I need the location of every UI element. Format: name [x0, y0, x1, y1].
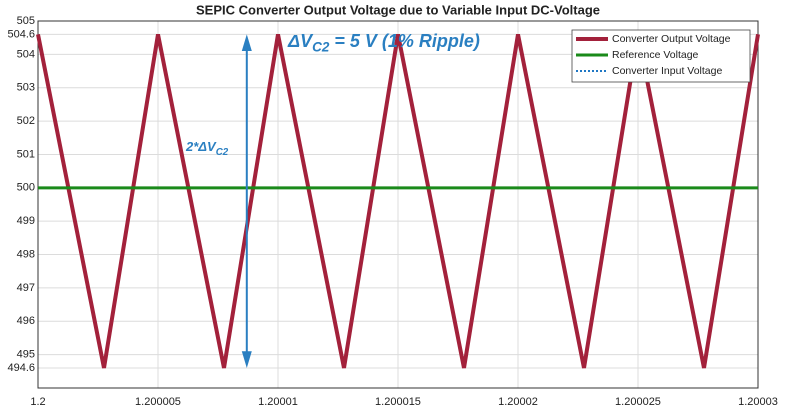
legend-label: Converter Output Voltage	[612, 33, 731, 45]
chart-title: SEPIC Converter Output Voltage due to Va…	[196, 2, 600, 17]
x-tick-label: 1.20003	[738, 396, 778, 408]
y-tick-label: 502	[17, 115, 35, 127]
x-tick-label: 1.200005	[135, 396, 181, 408]
arrow-head	[241, 34, 252, 52]
y-tick-label: 494.6	[7, 362, 35, 374]
legend-label: Converter Input Voltage	[612, 65, 722, 77]
x-tick-label: 1.200025	[615, 396, 661, 408]
y-tick-label: 498	[17, 248, 35, 260]
y-tick-label: 504	[17, 48, 35, 60]
annotation-text: = 5 V (1% Ripple)	[329, 31, 480, 51]
annotation-text: ΔV	[287, 31, 314, 51]
x-tick-label: 1.2	[30, 396, 45, 408]
y-tick-label: 501	[17, 148, 35, 160]
y-tick-label: 499	[17, 215, 35, 227]
x-tick-label: 1.20002	[498, 396, 538, 408]
y-tick-label: 504.6	[7, 28, 35, 40]
y-tick-label: 500	[17, 182, 35, 194]
y-tick-label: 497	[17, 282, 35, 294]
y-tick-label: 505	[17, 15, 35, 27]
x-tick-label: 1.20001	[258, 396, 298, 408]
axes-box	[37, 20, 759, 389]
annotation: 2*ΔVC2	[185, 139, 229, 157]
x-tick-label: 1.200015	[375, 396, 421, 408]
annotation: ΔVC2 = 5 V (1% Ripple)	[287, 31, 480, 54]
y-tick-label: 503	[17, 82, 35, 94]
arrow-head	[241, 351, 252, 368]
y-tick-label: 496	[17, 315, 35, 327]
annotation-sub: C2	[312, 39, 330, 54]
y-tick-label: 495	[17, 349, 35, 361]
legend-label: Reference Voltage	[612, 49, 699, 61]
annotation-text: 2*ΔV	[185, 139, 217, 154]
annotation-sub: C2	[216, 146, 229, 157]
